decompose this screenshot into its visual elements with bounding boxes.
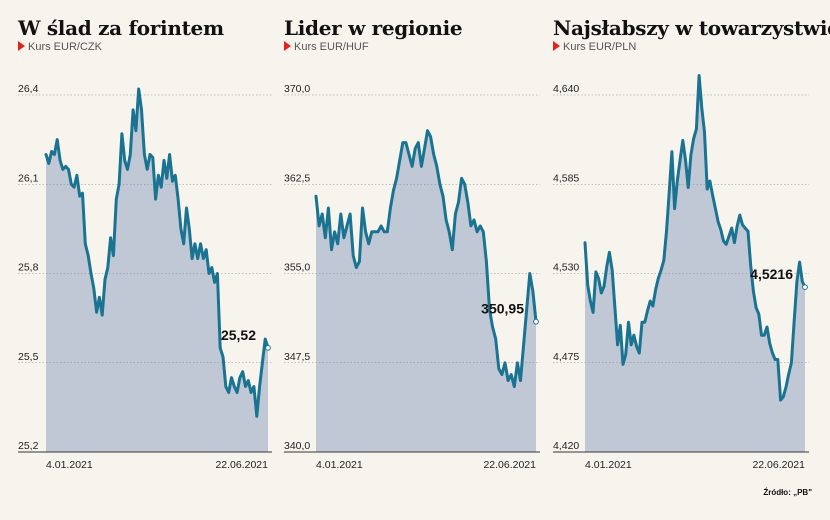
source-note: Źródło: „PB" (763, 488, 812, 497)
area-fill (585, 75, 805, 452)
last-value-label: 350,95 (481, 301, 524, 317)
last-value-label: 4,5216 (750, 266, 793, 282)
chart-subtitle: Kurs EUR/PLN (553, 41, 636, 53)
last-point-marker (802, 284, 808, 291)
chart-title: Lider w regionie (284, 16, 463, 40)
y-tick-label: 26,4 (18, 83, 39, 95)
series-line (314, 129, 538, 389)
subtitle-text: Kurs EUR/CZK (28, 41, 102, 53)
y-tick-label: 4,585 (553, 172, 579, 184)
chart-subtitle: Kurs EUR/HUF (284, 41, 369, 53)
subtitle-text: Kurs EUR/PLN (563, 41, 637, 53)
y-tick-label: 25,2 (18, 440, 39, 452)
area-fill (316, 130, 536, 452)
y-tick-label: 370,0 (284, 83, 310, 95)
triangle-marker-icon (284, 41, 291, 51)
y-tick-label: 340,0 (284, 440, 310, 452)
chart-title: W ślad za forintem (18, 16, 224, 40)
chart-svg-czk: 26,4 26,1 25,8 25,5 25,2 4.01.2021 22.06.2021 2… (18, 83, 272, 471)
y-tick-label: 25,5 (18, 351, 39, 363)
area-fill (46, 89, 268, 452)
y-tick-label: 25,8 (18, 262, 39, 274)
chart-subtitle: Kurs EUR/CZK (18, 41, 102, 53)
x-tick-label: 4.01.2021 (46, 459, 93, 471)
chart-panel-huf: Lider w regionie Kurs EUR/HUF 370,0 362,5… (284, 0, 554, 480)
x-tick-label: 4.01.2021 (585, 459, 632, 471)
y-tick-label: 26,1 (18, 172, 39, 184)
chart-svg-pln: 4,640 4,585 4,530 4,475 4,420 4.01.2021 22.06.… (553, 74, 809, 471)
series-line (44, 87, 270, 418)
y-tick-label: 4,530 (553, 262, 579, 274)
last-value-label: 25,52 (221, 327, 256, 343)
x-tick-label: 22.06.2021 (483, 459, 536, 471)
y-tick-label: 4,640 (553, 83, 579, 95)
x-tick-label: 22.06.2021 (752, 459, 805, 471)
x-tick-label: 4.01.2021 (316, 459, 363, 471)
last-point-marker (533, 318, 539, 325)
series-line (583, 74, 807, 402)
triangle-marker-icon (18, 41, 25, 51)
x-tick-label: 22.06.2021 (215, 459, 268, 471)
y-tick-label: 347,5 (284, 351, 310, 363)
chart-title: Najsłabszy w towarzystwie (553, 16, 830, 40)
y-tick-label: 4,420 (553, 440, 579, 452)
y-tick-label: 4,475 (553, 351, 579, 363)
chart-panel-pln: Najsłabszy w towarzystwie Kurs EUR/PLN 4… (553, 0, 830, 480)
y-tick-label: 362,5 (284, 172, 310, 184)
chart-panel-czk: W ślad za forintem Kurs EUR/CZK 26,4 26,1… (18, 0, 288, 480)
triangle-marker-icon (553, 41, 560, 51)
y-tick-label: 355,0 (284, 262, 310, 274)
subtitle-text: Kurs EUR/HUF (294, 41, 369, 53)
chart-svg-huf: 370,0 362,5 355,0 347,5 340,0 4.01.2021 22.06.… (284, 83, 540, 471)
last-point-marker (265, 344, 271, 351)
